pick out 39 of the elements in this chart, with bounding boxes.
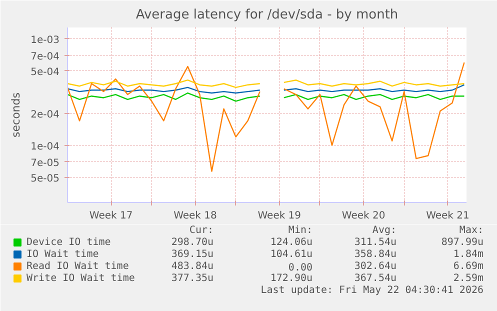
text: 172.90u [270,273,313,284]
legend-label: Read IO Wait time [26,261,129,272]
x-tick-label: Week 18 [174,210,217,222]
y-tick-label: 5e-05 [30,173,60,184]
text: Last update: Fri May 22 04:30:41 2026 [260,285,484,296]
text: 302.64u [354,261,397,272]
y-tick-label: 7e-04 [30,51,60,62]
text: Max: [459,225,484,236]
text: Min: [288,225,313,236]
chart-title: Average latency for /dev/sda - by month [136,8,398,22]
y-tick-label: 2e-04 [30,109,60,120]
text: 104.61u [270,249,313,260]
legend-label: Write IO Wait time [26,273,135,284]
x-tick-label: Week 20 [342,210,386,222]
legend-label: Device IO time [26,237,111,248]
y-tick-label: 1e-04 [30,141,60,152]
text: 124.06u [270,237,313,248]
y-axis-title: seconds [10,92,23,138]
text: Avg: [372,225,397,236]
x-tick-label: Week 21 [426,210,470,222]
y-tick-label: 7e-05 [30,158,60,169]
text: 367.54u [354,273,397,284]
y-tick-label: 5e-04 [30,66,60,78]
x-tick-label: Week 17 [89,210,133,222]
y-tick-label: 1e-03 [30,34,60,46]
text: 369.15u [171,249,214,260]
text: 1.84m [453,249,484,260]
text: 377.35u [171,273,214,284]
text: 2.59m [453,273,484,284]
text: 897.99u [441,237,484,248]
text: 483.84u [171,261,214,272]
text: 358.84u [354,249,397,260]
text: 6.69m [453,261,484,272]
x-tick-label: Week 19 [258,210,302,222]
text: 0.00 [288,262,313,274]
text: 298.70u [171,237,214,248]
text: Cur: [189,225,214,236]
legend-label: IO Wait time [26,249,99,260]
text: 311.54u [354,237,397,248]
